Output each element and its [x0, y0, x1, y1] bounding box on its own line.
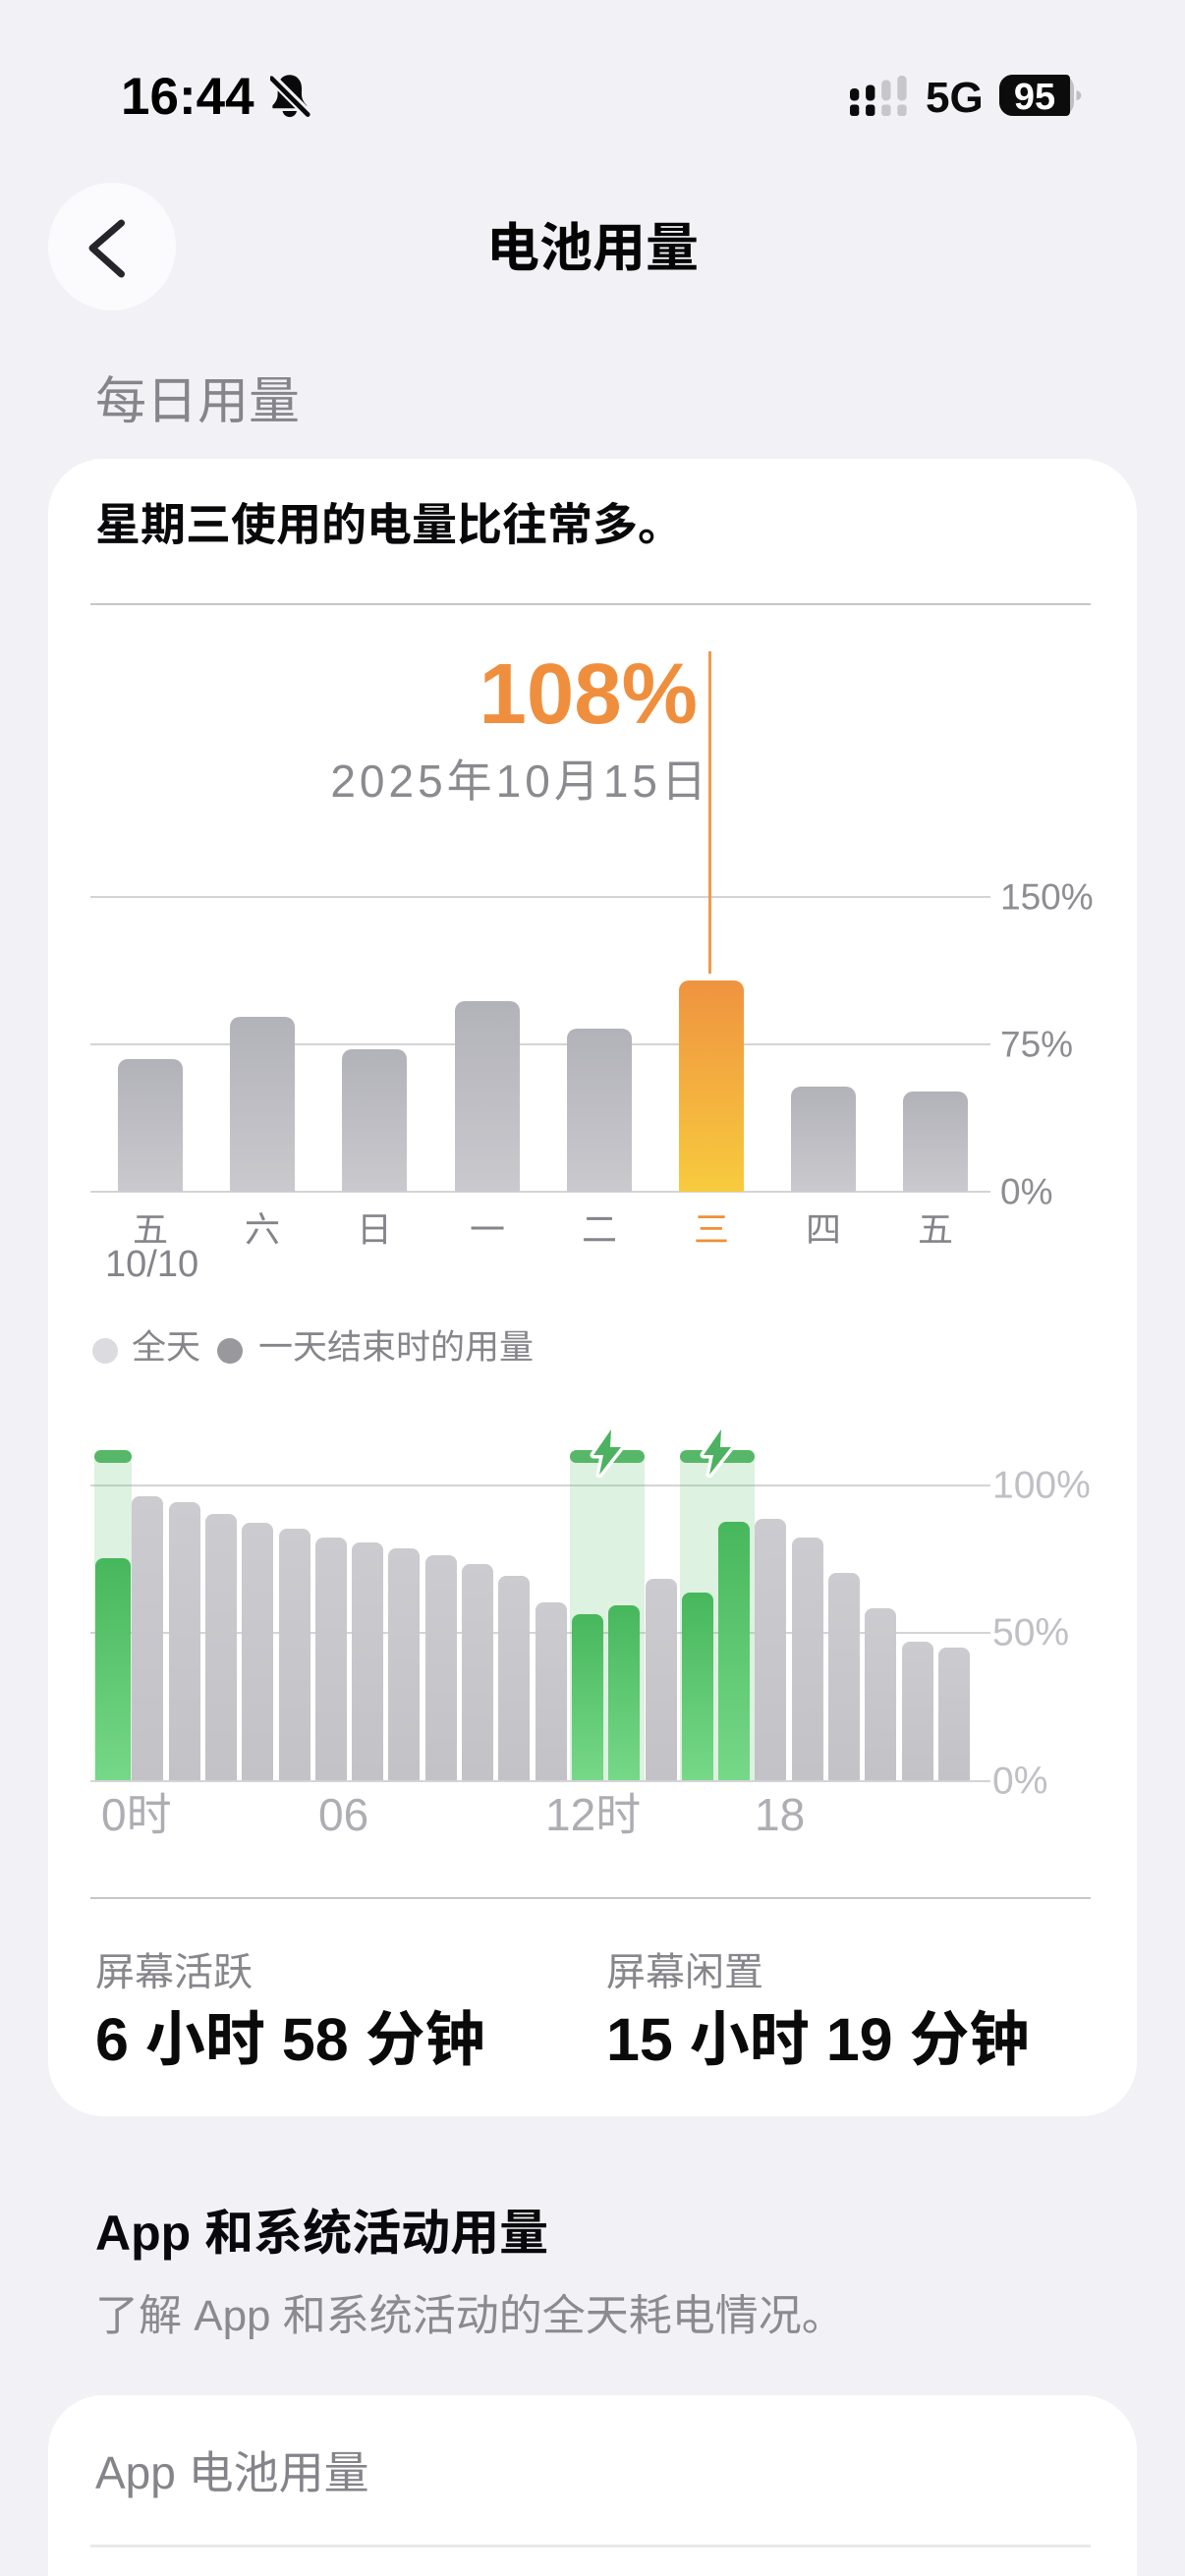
- svg-text:95: 95: [1014, 77, 1055, 117]
